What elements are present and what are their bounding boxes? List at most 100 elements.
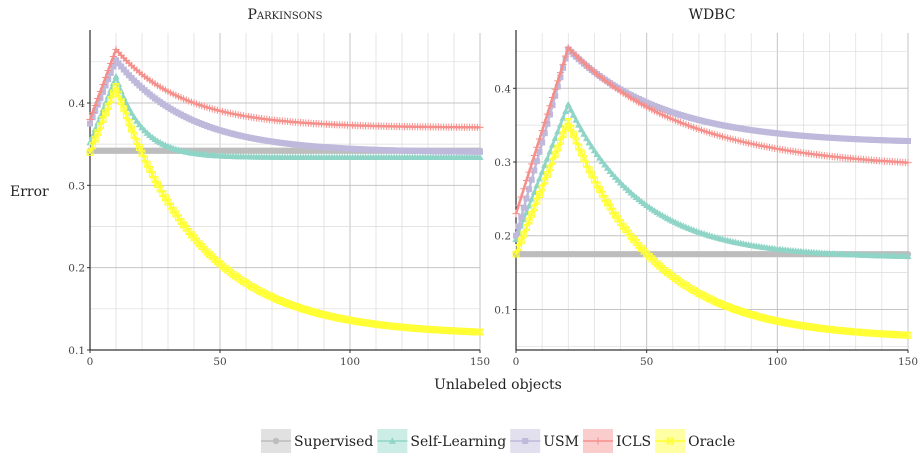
y-tick-label: 0.3 — [68, 180, 85, 192]
legend-item-usm: USM — [510, 429, 579, 453]
legend-marker — [272, 437, 280, 445]
self-learning-point — [577, 125, 585, 133]
usm-point — [523, 195, 530, 202]
oracle-point — [117, 98, 125, 106]
usm-point — [549, 102, 556, 109]
usm-point — [536, 148, 543, 155]
oracle-point — [112, 83, 120, 91]
self-learning-point — [564, 100, 572, 108]
oracle-point — [525, 217, 533, 225]
y-tick-label: 0.2 — [494, 231, 511, 243]
self-learning-point — [96, 112, 104, 119]
oracle-point — [517, 237, 525, 245]
icls-point — [91, 101, 99, 110]
icls-point — [517, 193, 525, 201]
oracle-point — [556, 137, 564, 145]
usm-point — [533, 158, 540, 165]
oracle-point — [91, 135, 99, 143]
icls-point — [543, 110, 551, 118]
legend-item-supervised: Supervised — [261, 429, 373, 453]
icls-point — [86, 115, 94, 124]
legend-marker — [666, 437, 674, 445]
usm-point — [94, 101, 101, 108]
x-axis-title: Unlabeled objects — [434, 377, 562, 393]
oracle-point — [551, 151, 559, 159]
icls-point — [522, 176, 531, 185]
icls-point — [541, 118, 549, 126]
usm-point — [528, 176, 535, 183]
series-oracle — [86, 82, 484, 336]
self-learning-point — [596, 154, 604, 161]
self-learning-point — [567, 106, 575, 113]
self-learning-point — [89, 132, 97, 139]
usm-point — [554, 83, 561, 90]
legend-item-self-learning: Self-Learning — [377, 429, 506, 453]
oracle-point — [89, 142, 97, 150]
y-axis-title: Error — [10, 184, 49, 200]
self-learning-point — [109, 79, 117, 86]
oracle-point — [530, 204, 538, 212]
icls-point — [520, 185, 528, 193]
x-tick-label: 100 — [767, 356, 787, 368]
usm-point — [520, 204, 527, 211]
series-self-learning — [86, 73, 484, 161]
legend-label: USM — [543, 434, 579, 450]
usm-point — [87, 120, 93, 127]
self-learning-point — [133, 117, 141, 124]
panel-parkinsons: Parkinsons 0 50 100 150 0.1 0.2 0.3 0.4 — [68, 7, 490, 368]
legend-label: ICLS — [616, 434, 651, 450]
oracle-point — [107, 96, 115, 104]
oracle-point — [543, 171, 551, 179]
legend-label: Supervised — [294, 434, 373, 450]
usm-point — [107, 69, 114, 76]
icls-point — [528, 160, 536, 168]
x-tick-label: 0 — [513, 356, 520, 368]
oracle-point — [99, 115, 107, 123]
oracle-point — [536, 190, 544, 198]
usm-point — [539, 139, 546, 146]
icls-line — [88, 47, 481, 129]
x-tick-label: 100 — [340, 356, 360, 368]
usm-point — [102, 82, 109, 89]
self-learning-point — [112, 73, 120, 80]
icls-point — [548, 93, 557, 102]
oracle-point — [120, 105, 128, 113]
icls-point — [512, 210, 520, 218]
self-learning-point — [476, 153, 484, 161]
oracle-point — [533, 197, 541, 205]
grid — [515, 33, 909, 350]
oracle-point — [598, 190, 606, 198]
oracle-point — [86, 148, 94, 156]
oracle-point — [546, 164, 554, 172]
self-learning-point — [585, 139, 593, 146]
series-usm — [87, 57, 483, 155]
oracle-point — [904, 331, 912, 339]
oracle-point — [161, 194, 169, 202]
oracle-point — [94, 129, 102, 137]
x-tick-label: 0 — [87, 356, 94, 368]
icls-point — [104, 66, 112, 75]
x-tick-label: 50 — [213, 356, 226, 368]
y-tick-label: 0.4 — [68, 98, 85, 110]
oracle-point — [96, 122, 104, 130]
self-learning-point — [94, 119, 102, 126]
icls-point — [515, 201, 523, 209]
self-learning-point — [104, 92, 112, 100]
oracle-point — [528, 210, 536, 218]
icls-point — [554, 77, 562, 85]
usm-point — [115, 60, 122, 67]
x-tick-label: 50 — [640, 356, 653, 368]
icls-point — [546, 102, 554, 110]
usm-point — [518, 214, 525, 221]
self-learning-point — [86, 138, 94, 146]
usm-point — [113, 57, 119, 64]
oracle-point — [159, 189, 167, 197]
y-tick-label: 0.3 — [494, 157, 511, 169]
icls-point — [476, 123, 484, 131]
legend-label: Self-Learning — [410, 434, 506, 450]
series-icls — [86, 45, 484, 131]
oracle-point — [603, 199, 611, 207]
legend-item-oracle: Oracle — [655, 429, 735, 453]
